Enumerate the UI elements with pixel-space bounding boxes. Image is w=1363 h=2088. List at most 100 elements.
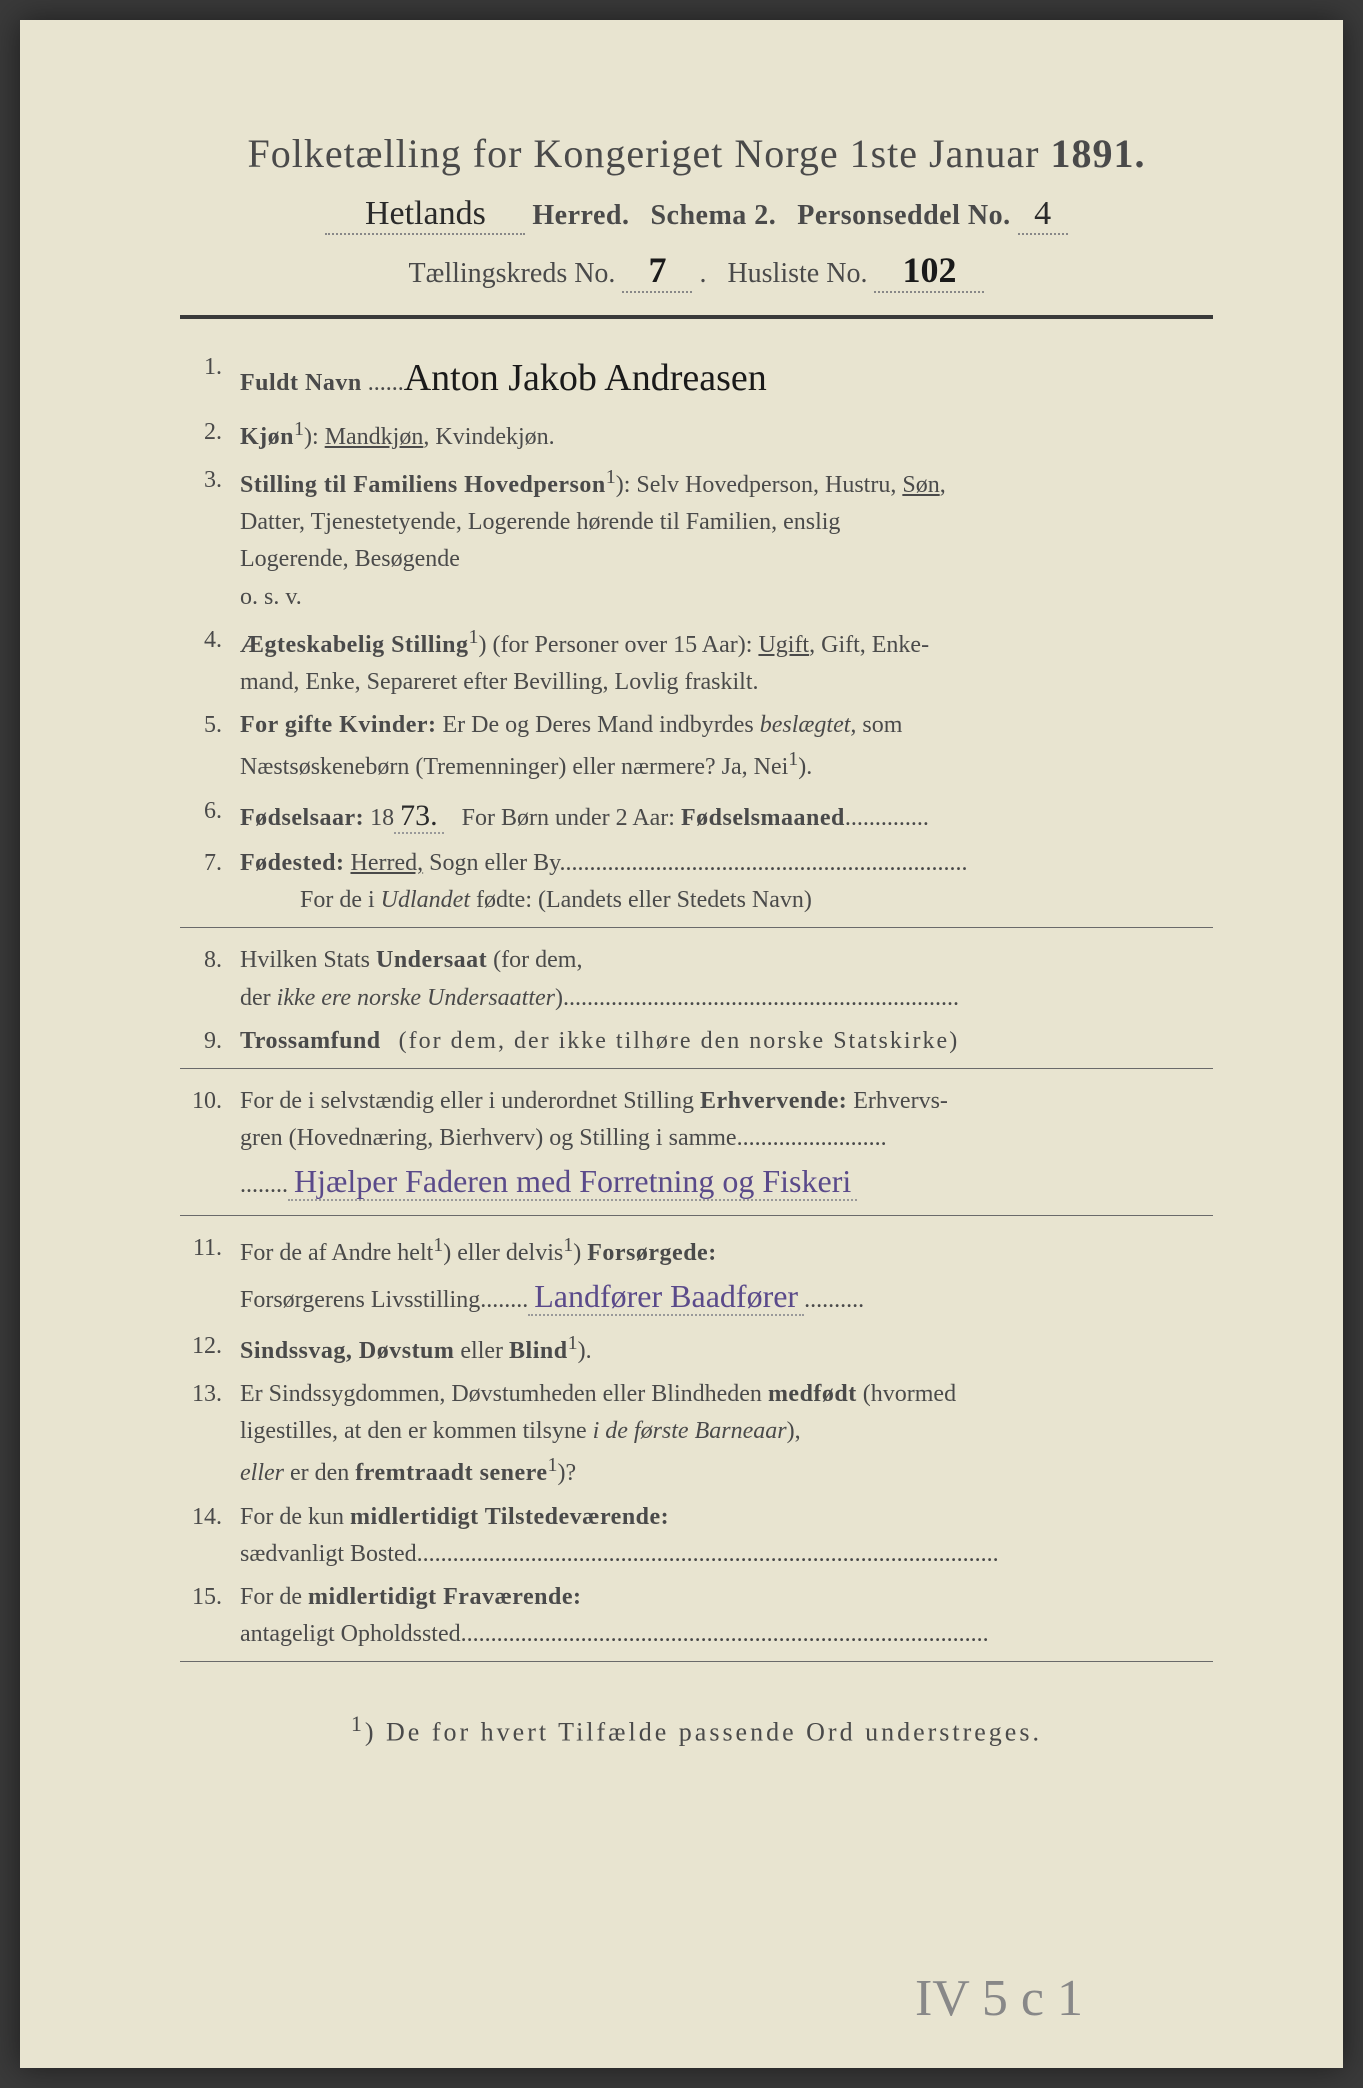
entry-body: Er Sindssygdommen, Døvstumheden eller Bl… — [240, 1376, 1213, 1493]
underlined: Herred, — [350, 850, 423, 876]
schema-label: Schema 2. — [650, 200, 776, 231]
personseddel-label: Personseddel No. — [797, 200, 1010, 231]
field-label: midlertidigt Fraværende: — [308, 1584, 582, 1610]
divider — [180, 1215, 1213, 1216]
divider — [180, 927, 1213, 928]
field-label: Fødselsaar: — [240, 805, 364, 831]
line-1a: Er De og Deres Mand indbyrdes — [443, 712, 760, 738]
line-2a: ligestilles, at den er kommen tilsyne — [240, 1418, 593, 1444]
line-1: ) (for Personer over 15 Aar): Ugift, Gif… — [479, 632, 930, 658]
footnote-sup: 1 — [351, 1712, 365, 1736]
entry-9: 9. Trossamfund (for dem, der ikke tilhør… — [180, 1023, 1213, 1060]
line-1b: Erhvervs- — [847, 1088, 948, 1114]
text: (for dem, der ikke tilhøre den norske St… — [399, 1028, 960, 1054]
entry-body: For de i selvstændig eller i underordnet… — [240, 1083, 1213, 1207]
line-2b: ) — [555, 985, 563, 1011]
text: eller — [454, 1338, 509, 1364]
line-1a: For de i selvstændig eller i underordnet… — [240, 1088, 700, 1114]
line-1b: som — [856, 712, 902, 738]
entry-11: 11. For de af Andre helt1) eller delvis1… — [180, 1230, 1213, 1322]
entry-number: 4. — [180, 622, 240, 701]
entry-number: 2. — [180, 414, 240, 456]
line-2: sædvanligt Bosted — [240, 1541, 417, 1567]
census-form-page: Folketælling for Kongeriget Norge 1ste J… — [20, 20, 1343, 2068]
field-label: Sindssvag, Døvstum — [240, 1338, 454, 1364]
field-label: For gifte Kvinder: — [240, 712, 437, 738]
footnote-text: ) De for hvert Tilfælde passende Ord und… — [365, 1718, 1042, 1747]
entry-number: 14. — [180, 1499, 240, 1573]
entry-number: 6. — [180, 793, 240, 840]
field-label: Forsørgede: — [587, 1240, 716, 1266]
line-1a: Er Sindssygdommen, Døvstumheden eller Bl… — [240, 1381, 768, 1407]
entry-body: Ægteskabelig Stilling1) (for Personer ov… — [240, 622, 1213, 701]
field-label: Undersaat — [376, 947, 487, 973]
field-label: Stilling til Familiens Hovedperson — [240, 472, 606, 498]
husliste-handwritten: 102 — [874, 249, 984, 293]
entry-10: 10. For de i selvstændig eller i underor… — [180, 1083, 1213, 1207]
divider — [180, 1068, 1213, 1069]
footnote: 1) De for hvert Tilfælde passende Ord un… — [180, 1712, 1213, 1748]
herred-handwritten: Hetlands — [325, 195, 525, 235]
entry-2: 2. Kjøn1): Mandkjøn, Kvindekjøn. — [180, 414, 1213, 456]
entry-body: Fuldt Navn ......Anton Jakob Andreasen — [240, 349, 1213, 408]
entry-body: For de midlertidigt Fraværende: antageli… — [240, 1579, 1213, 1653]
header-line-2: Tællingskreds No. 7 . Husliste No. 102 — [180, 249, 1213, 293]
field-label: Fuldt Navn — [240, 370, 362, 396]
entry-body: Fødested: Herred, Sogn eller By.........… — [240, 845, 1213, 919]
line-1a: Hvilken Stats — [240, 947, 376, 973]
year-prefix: 18 — [370, 805, 394, 831]
footnote-ref: 1 — [547, 1454, 557, 1476]
line-2: antageligt Opholdssted — [240, 1621, 461, 1647]
line-3c: )? — [557, 1460, 576, 1486]
entry-body: For de af Andre helt1) eller delvis1) Fo… — [240, 1230, 1213, 1322]
entry-body: For gifte Kvinder: Er De og Deres Mand i… — [240, 707, 1213, 786]
field-label: Ægteskabelig Stilling — [240, 632, 469, 658]
footnote-ref: 1 — [606, 466, 616, 488]
line-2: Datter, Tjenestetyende, Logerende hørend… — [240, 509, 840, 535]
field-label: medfødt — [768, 1381, 857, 1407]
field-label: midlertidigt Tilstedeværende: — [350, 1504, 669, 1530]
bottom-handwritten-note: IV 5 c 1 — [915, 1969, 1083, 2028]
line-1-italic: beslægtet, — [760, 712, 857, 738]
line-3b: er den — [284, 1460, 355, 1486]
entry-6: 6. Fødselsaar: 1873. For Børn under 2 Aa… — [180, 793, 1213, 840]
husliste-label: Husliste No. — [727, 258, 867, 289]
line-2: For de i Udlandet fødte: (Landets eller … — [240, 887, 812, 913]
form-entries: 1. Fuldt Navn ......Anton Jakob Andrease… — [180, 349, 1213, 1653]
entry-number: 13. — [180, 1376, 240, 1493]
entry-14: 14. For de kun midlertidigt Tilstedevære… — [180, 1499, 1213, 1573]
line-2: Næstsøskenebørn (Tremenninger) eller nær… — [240, 754, 788, 780]
line-3a: eller — [240, 1460, 284, 1486]
field-label: Fødested: — [240, 850, 344, 876]
year-handwritten: 73. — [394, 799, 444, 834]
entry-4: 4. Ægteskabelig Stilling1) (for Personer… — [180, 622, 1213, 701]
footnote-ref: 1 — [433, 1234, 443, 1256]
label-2: Blind — [509, 1338, 568, 1364]
text-2: For Børn under 2 Aar: — [462, 805, 681, 831]
entry-13: 13. Er Sindssygdommen, Døvstumheden elle… — [180, 1376, 1213, 1493]
line-1: ): Selv Hovedperson, Hustru, Søn, — [616, 472, 946, 498]
footnote-ref: 1 — [469, 626, 479, 648]
entry-number: 5. — [180, 707, 240, 786]
line-4: o. s. v. — [240, 584, 302, 610]
line-2b: ). — [798, 754, 812, 780]
line-2: mand, Enke, Separeret efter Bevilling, L… — [240, 669, 759, 695]
line-2b: ), — [787, 1418, 801, 1444]
entry-12: 12. Sindssvag, Døvstum eller Blind1). — [180, 1328, 1213, 1370]
field-label: Erhvervende: — [700, 1088, 847, 1114]
italic: i de første Barneaar — [593, 1418, 787, 1444]
header-line-1: Hetlands Herred. Schema 2. Personseddel … — [180, 195, 1213, 235]
field-text: ): Mandkjøn, Kvindekjøn. — [304, 424, 555, 450]
entry-number: 3. — [180, 462, 240, 616]
footnote-ref: 1 — [294, 418, 304, 440]
line-1a: For de — [240, 1584, 308, 1610]
label-2: Fødselsmaaned — [681, 805, 845, 831]
entry-3: 3. Stilling til Familiens Hovedperson1):… — [180, 462, 1213, 616]
line-1c: ) — [573, 1240, 587, 1266]
entry-body: Fødselsaar: 1873. For Børn under 2 Aar: … — [240, 793, 1213, 840]
line-2a: der — [240, 985, 277, 1011]
entry-number: 7. — [180, 845, 240, 919]
entry-body: Kjøn1): Mandkjøn, Kvindekjøn. — [240, 414, 1213, 456]
kreds-handwritten: 7 — [622, 249, 692, 293]
line-2: Forsørgerens Livsstilling — [240, 1287, 480, 1313]
